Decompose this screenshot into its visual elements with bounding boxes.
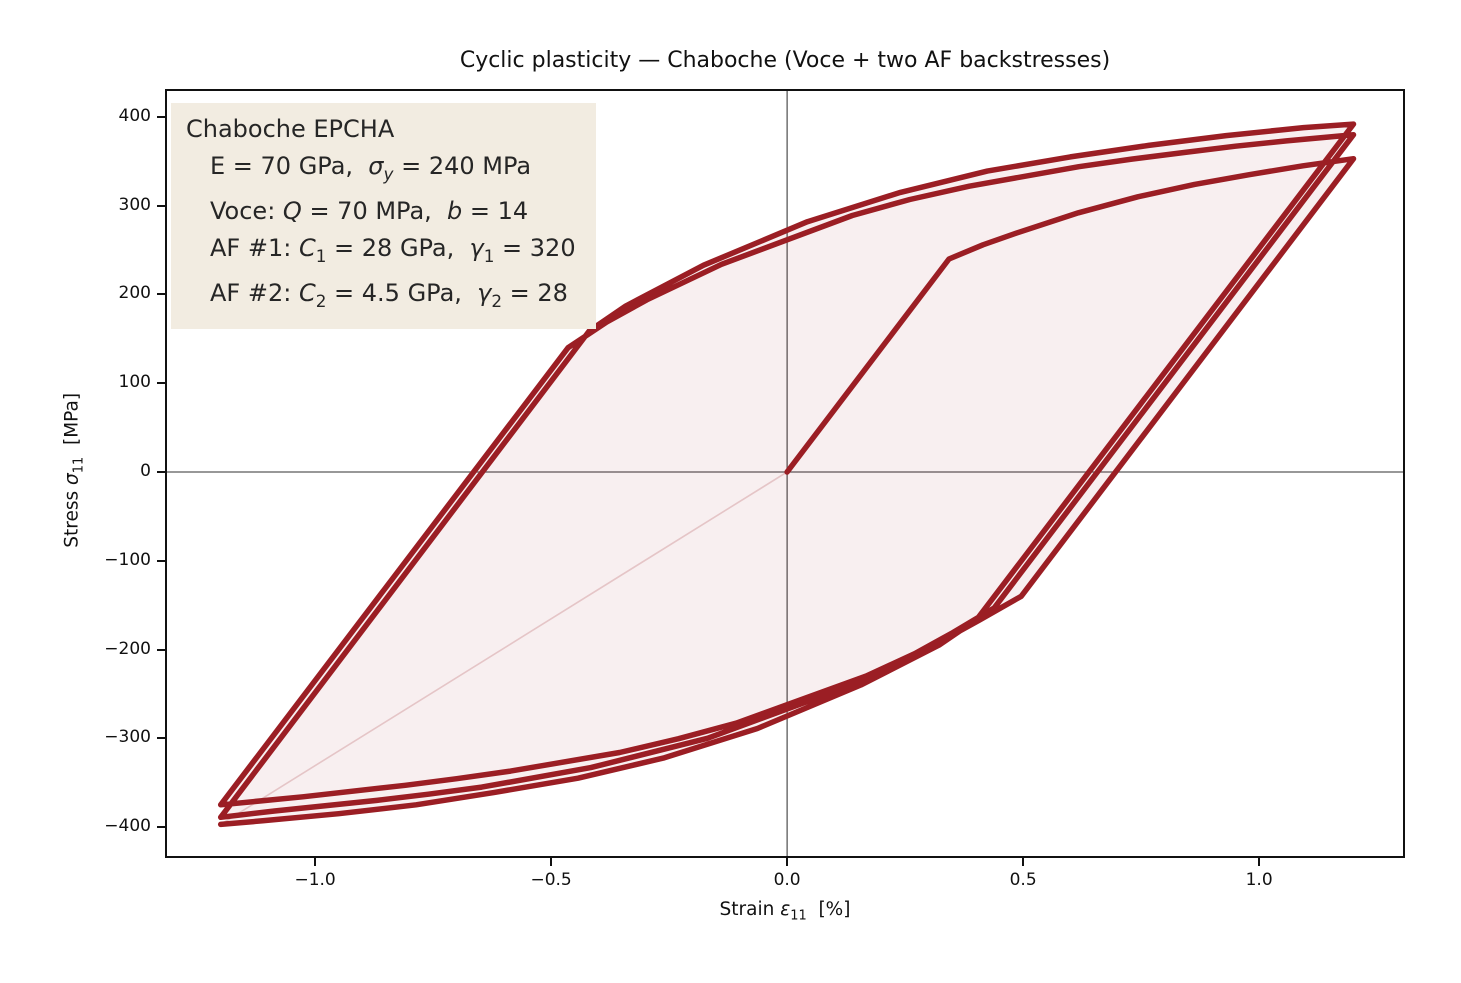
y-tick-label: 0	[140, 460, 151, 481]
x-tick-mark	[786, 858, 789, 866]
infobox-line: AF #1: C1 = 28 GPa, γ1 = 320	[210, 233, 576, 266]
y-tick-label: −200	[104, 638, 151, 659]
x-tick-mark	[314, 858, 317, 866]
x-axis-label: Strain ε11 [%]	[719, 899, 851, 924]
chart-title: Cyclic plasticity — Chaboche (Voce + two…	[459, 48, 1111, 73]
x-tick-mark	[1258, 858, 1261, 866]
y-tick-mark	[157, 737, 165, 740]
y-tick-label: −400	[104, 816, 151, 837]
parameter-annotation-box: Chaboche EPCHA E = 70 GPa, σy = 240 MPa Vo…	[171, 103, 596, 330]
infobox-line: Chaboche EPCHA	[186, 115, 395, 143]
x-tick-label: 0.5	[1009, 870, 1037, 890]
hysteresis-curve	[217, 121, 1357, 828]
y-tick-mark	[157, 470, 165, 473]
infobox-line: E = 70 GPa, σy = 240 MPa	[210, 152, 532, 184]
y-tick-label: 400	[118, 105, 151, 126]
x-tick-mark	[1022, 858, 1025, 866]
y-tick-label: 100	[118, 372, 151, 393]
y-tick-mark	[157, 648, 165, 651]
y-tick-mark	[157, 559, 165, 562]
y-tick-label: −100	[104, 549, 151, 570]
y-tick-mark	[157, 115, 165, 118]
x-tick-label: 1.0	[1245, 870, 1273, 890]
y-axis-label: Stress σ11 [MPa]	[61, 392, 87, 548]
y-tick-mark	[157, 204, 165, 207]
y-tick-label: 200	[118, 283, 151, 304]
infobox-line: AF #2: C2 = 4.5 GPa, γ2 = 28	[210, 278, 568, 311]
x-tick-mark	[550, 858, 553, 866]
y-tick-mark	[157, 293, 165, 296]
y-tick-label: 300	[118, 194, 151, 215]
infobox-line: Voce: Q = 70 MPa, b = 14	[210, 196, 529, 225]
x-tick-label: −1.0	[294, 870, 336, 890]
fill-closure-chord	[220, 471, 788, 826]
y-tick-mark	[157, 826, 165, 829]
plot-spines	[165, 89, 1405, 858]
y-tick-mark	[157, 382, 165, 385]
x-tick-label: 0.0	[773, 870, 801, 890]
y-tick-label: −300	[104, 727, 151, 748]
plot-area	[165, 89, 1405, 858]
x-tick-label: −0.5	[530, 870, 572, 890]
